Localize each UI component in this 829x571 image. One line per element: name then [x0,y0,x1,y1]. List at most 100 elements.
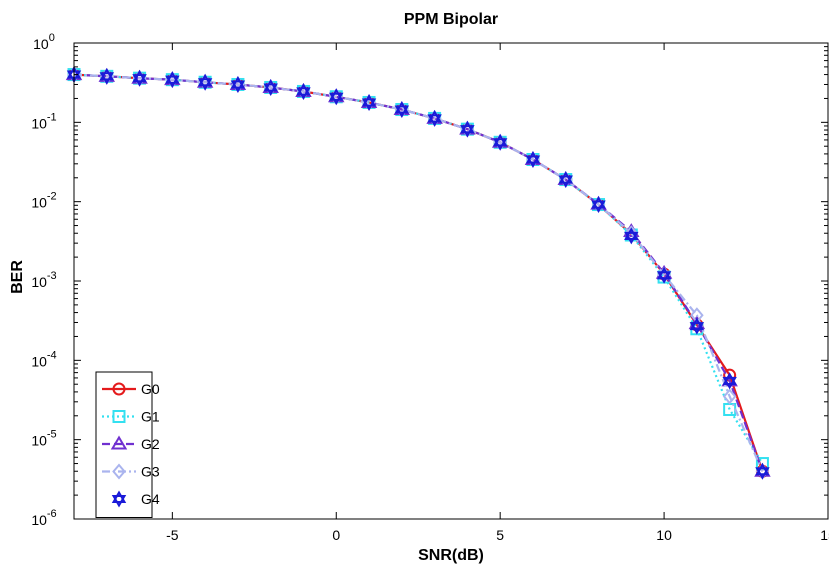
x-tick-label: -5 [166,527,179,543]
data-point-G4-21-upper [755,462,770,476]
data-point-G4-11-lower [427,114,442,127]
data-point-G4-6-upper [263,78,278,92]
data-point-G4-17 [624,227,639,245]
data-point-G4-18 [656,266,672,284]
legend-marker-G4 [111,490,127,508]
data-point-G4-7 [296,82,311,100]
data-point-G4-1-upper [99,67,115,81]
chart-title: PPM Bipolar [404,11,498,28]
data-point-G4-15-upper [558,171,573,184]
data-point-G4-14 [525,151,541,169]
data-point-G4-3 [165,71,180,89]
data-point-G4-9-lower [361,98,377,111]
y-tick-label-base: 10 [31,115,47,131]
data-point-G4-11 [427,109,442,127]
legend-item-G0: G0 [102,381,160,397]
legend-marker-G3 [112,463,126,480]
data-point-G3-20 [722,388,737,405]
data-point-G4-8-lower [329,92,344,106]
series-G4 [66,66,770,480]
data-point-G4-5 [230,75,246,93]
data-point-G4-9 [361,93,377,111]
data-point-G4-16 [591,196,606,214]
data-point-G4-18-lower [656,271,672,284]
data-point-G4-3-lower [165,75,180,89]
data-point-G4-4-lower [197,78,213,91]
y-tick-label-exponent: -5 [47,429,57,441]
data-point-G4-8-upper [329,88,344,101]
data-point-G4-9-upper [361,93,377,107]
legend-marker-G2 [110,435,128,450]
data-point-G4-14-lower [525,155,541,169]
y-tick-label-exponent: 0 [49,32,55,44]
data-point-G4-20 [722,372,737,390]
data-point-G4-15-lower [558,175,573,189]
data-point-G4-16-upper [591,196,606,209]
data-point-G4-17-upper [624,227,639,240]
data-point-G4-1-lower [99,72,115,85]
data-point-G4-7-upper [296,82,311,96]
x-tick-label: 5 [496,527,504,543]
y-tick-label-exponent: -4 [47,349,57,361]
legend-marker-G0 [112,382,126,396]
x-tick-label: 0 [332,527,340,543]
y-tick-label-base: 10 [31,512,47,528]
data-point-G4-12-lower [460,125,475,138]
data-point-G4-11-upper [427,109,442,123]
data-point-G4-20-upper [722,372,737,385]
data-point-G4-6-lower [263,83,278,96]
y-tick-label-base: 10 [31,433,47,449]
y-tick-label-exponent: -6 [47,508,57,520]
y-tick-label-base: 10 [31,274,47,290]
data-point-G4-10-upper [394,101,410,114]
data-point-G4-21 [755,462,770,480]
data-point-G4-12 [460,120,475,138]
data-point-G4-21-lower [755,467,770,480]
data-point-G4-16-lower [591,200,606,214]
data-point-G4-20-lower [722,376,737,390]
data-point-G4-8 [329,88,344,106]
y-tick-label: 10-4 [31,349,56,369]
data-point-G4-4 [197,73,213,91]
y-tick-label-exponent: -1 [47,111,57,123]
data-point-G3-19 [690,307,704,324]
y-axis-label: BER [9,260,26,294]
data-point-G4-18-upper [656,266,672,280]
data-point-G4-17-lower [624,231,639,245]
y-tick-label: 10-5 [31,429,56,449]
data-point-G4-19-lower [689,322,705,335]
y-tick-label: 10-1 [31,111,56,131]
y-tick-label-base: 10 [33,36,49,52]
legend-label-G1: G1 [141,409,160,425]
data-point-G4-5-lower [230,80,246,93]
x-tick-label: 15 [820,527,829,543]
legend: G0 G1 G2 G3 G4 [95,371,160,518]
y-tick-label: 10-6 [31,508,56,528]
data-point-G4-5-upper [230,75,246,89]
legend-label-G0: G0 [141,381,160,397]
data-point-G4-3-upper [165,71,180,84]
data-point-G4-2-upper [132,69,147,83]
legend-marker-G1 [112,410,126,423]
data-point-G4-2 [132,69,147,87]
y-tick-label: 10-3 [31,270,56,290]
y-tick-label-exponent: -3 [47,270,57,282]
y-tick-label-exponent: -2 [47,191,57,203]
y-tick-label: 10-2 [31,191,56,211]
legend-label-G3: G3 [141,464,160,480]
y-tick-label-base: 10 [31,353,47,369]
data-point-G4-10-lower [394,105,410,119]
data-point-G4-10 [394,101,410,119]
legend-label-G2: G2 [141,436,160,452]
data-point-G4-6 [263,78,278,96]
legend-item-G2: G2 [102,435,160,452]
legend-marker-G4-upper [111,490,127,504]
data-point-G4-15 [558,171,573,189]
y-tick-label: 100 [33,32,55,52]
series-line-G3 [73,73,764,472]
data-point-G4-12-upper [460,120,475,134]
legend-marker-G4-lower [111,494,127,508]
data-point-G4-1 [99,67,115,85]
